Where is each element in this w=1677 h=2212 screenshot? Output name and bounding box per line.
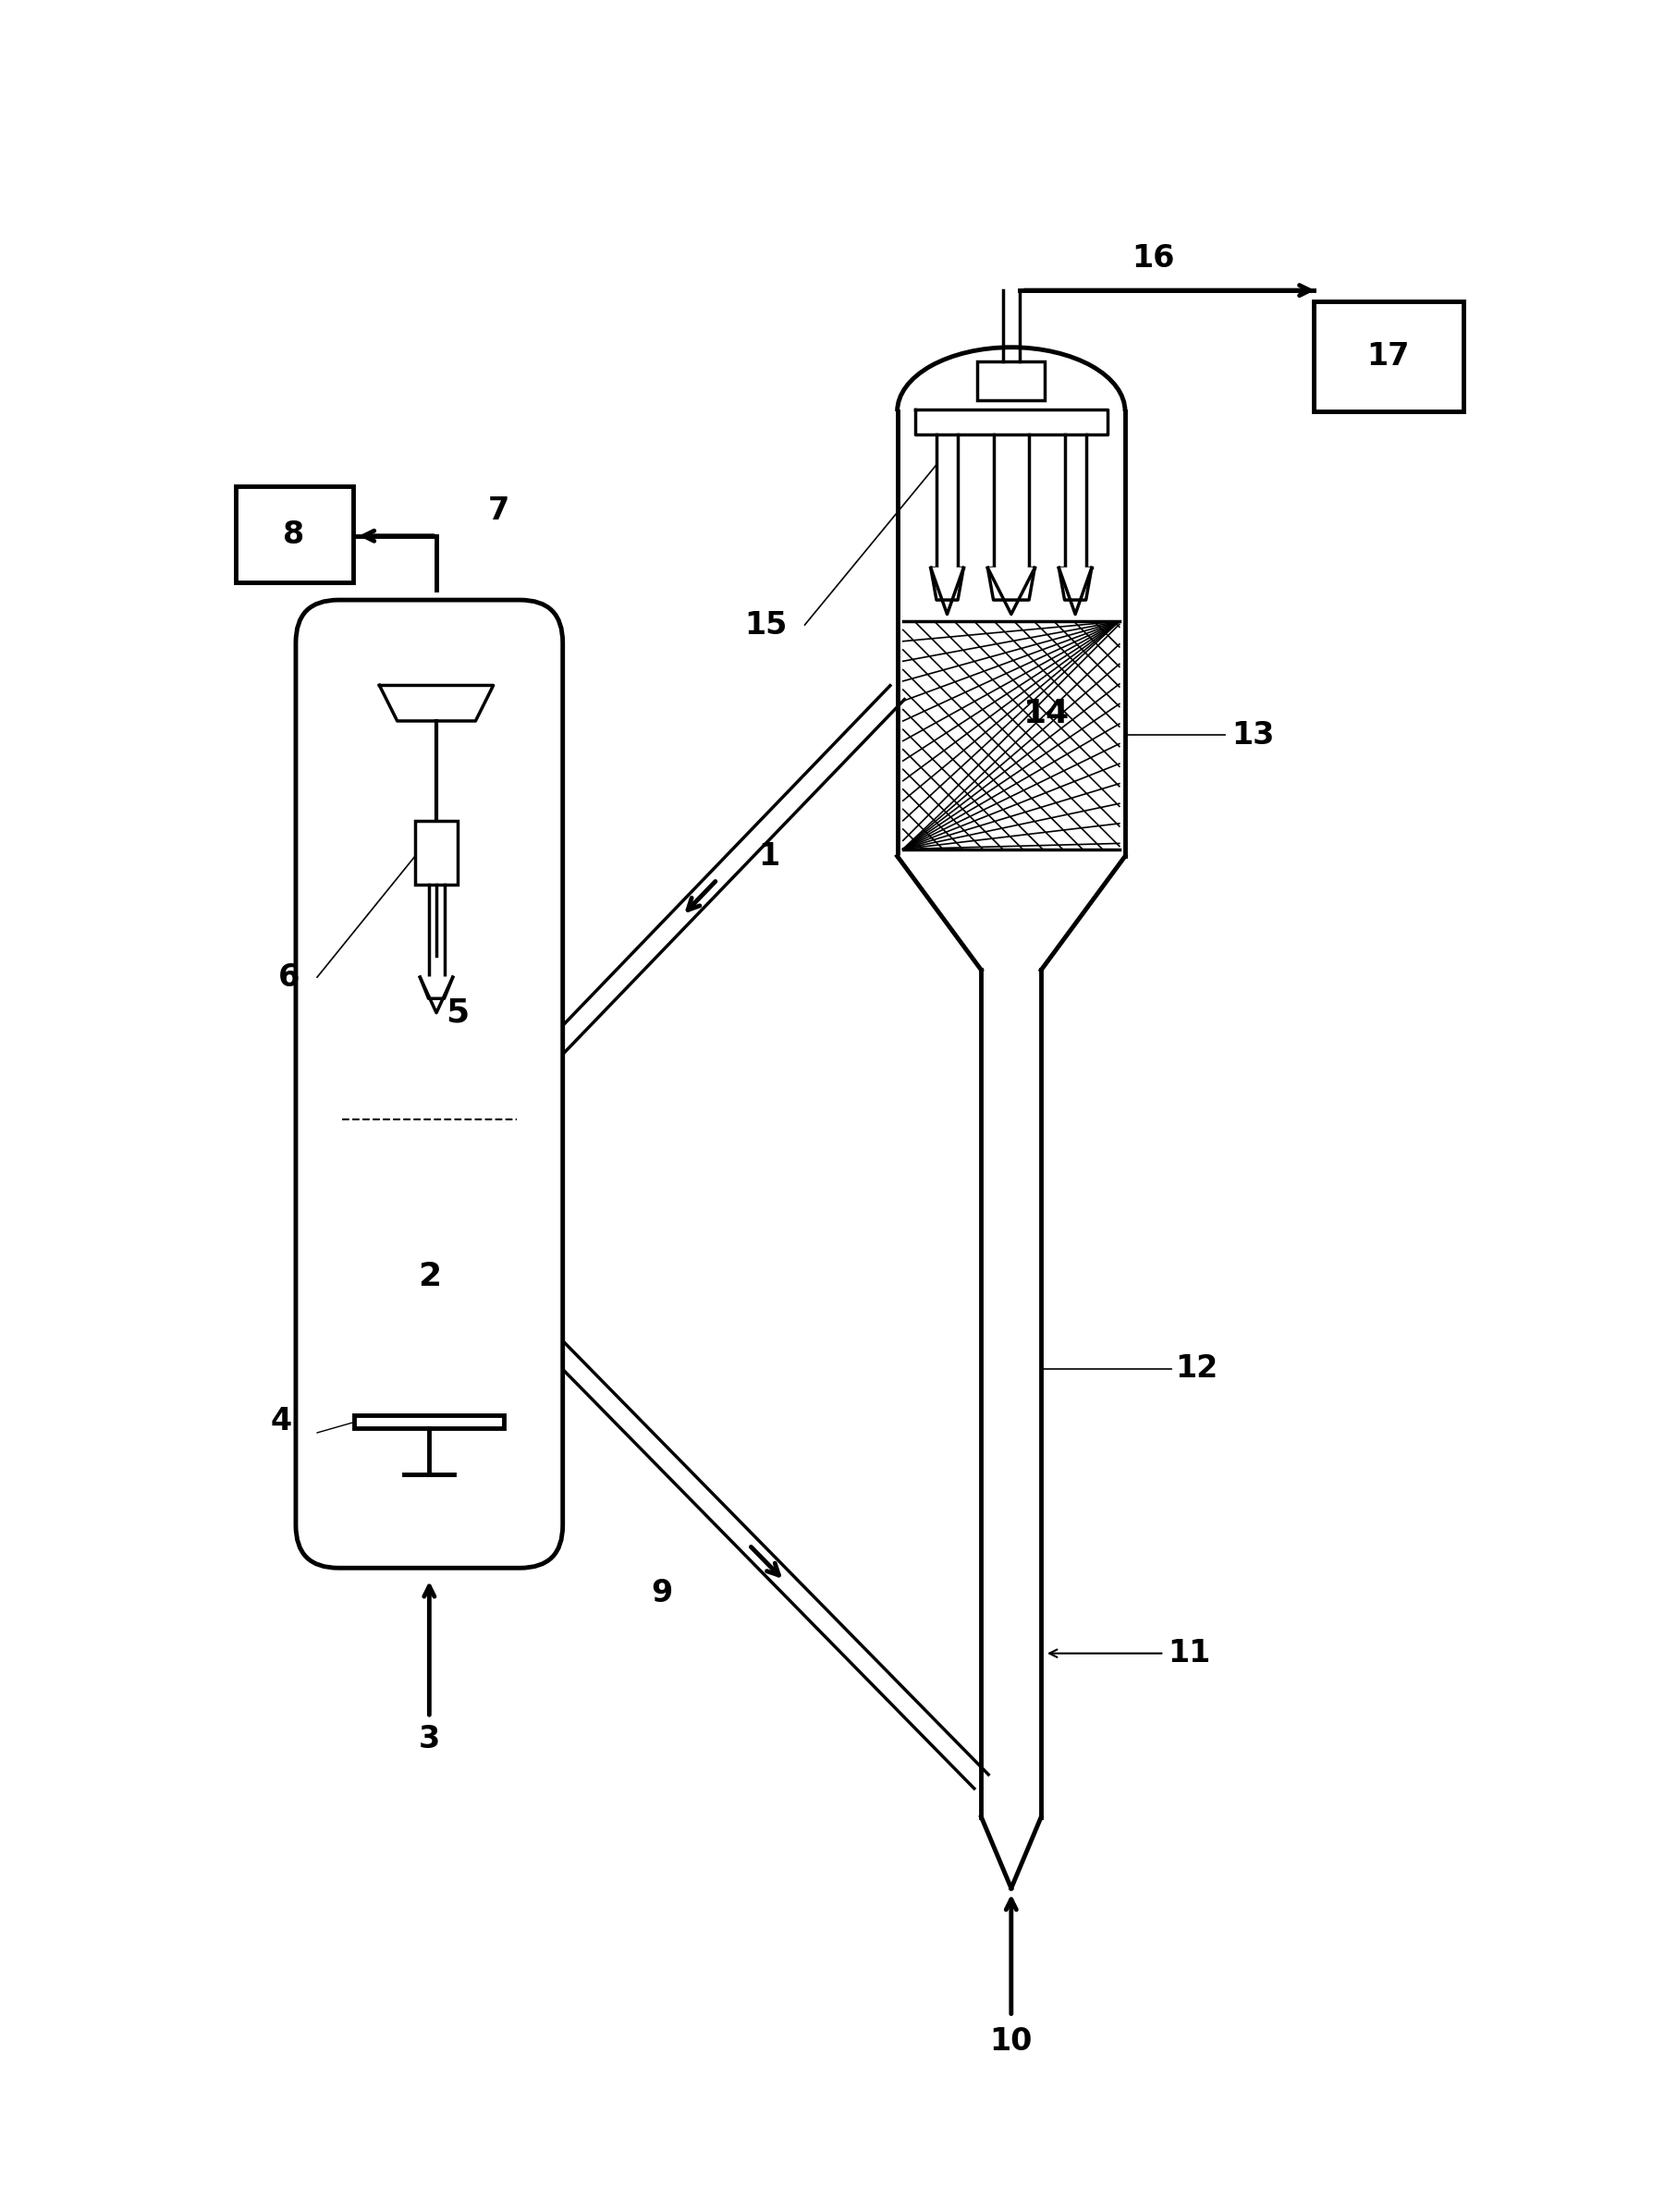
Polygon shape bbox=[988, 568, 1035, 599]
Text: 12: 12 bbox=[1174, 1354, 1218, 1385]
Text: 8: 8 bbox=[283, 520, 304, 551]
Text: 13: 13 bbox=[1231, 719, 1275, 750]
Text: 11: 11 bbox=[1167, 1639, 1209, 1668]
Text: 4: 4 bbox=[270, 1407, 292, 1436]
Text: 16: 16 bbox=[1132, 243, 1174, 274]
Polygon shape bbox=[914, 409, 1107, 436]
Bar bbox=[414, 821, 458, 885]
Text: 2: 2 bbox=[418, 1261, 441, 1292]
Text: 5: 5 bbox=[446, 998, 470, 1029]
Text: 15: 15 bbox=[745, 611, 787, 639]
Polygon shape bbox=[931, 568, 963, 599]
Bar bbox=[354, 1416, 503, 1427]
Text: 9: 9 bbox=[651, 1577, 672, 1608]
Bar bbox=[976, 361, 1045, 400]
Text: 1: 1 bbox=[758, 841, 780, 872]
Text: 7: 7 bbox=[488, 495, 510, 526]
Polygon shape bbox=[897, 856, 1125, 971]
Text: 10: 10 bbox=[989, 2026, 1031, 2057]
Polygon shape bbox=[379, 686, 493, 721]
Text: 14: 14 bbox=[1023, 699, 1070, 730]
Bar bbox=[235, 487, 352, 582]
Polygon shape bbox=[419, 978, 453, 998]
Bar bbox=[1313, 301, 1462, 411]
Polygon shape bbox=[1058, 568, 1092, 599]
Text: 3: 3 bbox=[418, 1723, 439, 1754]
FancyBboxPatch shape bbox=[295, 599, 562, 1568]
Text: 6: 6 bbox=[278, 962, 299, 993]
Text: 17: 17 bbox=[1367, 341, 1409, 372]
